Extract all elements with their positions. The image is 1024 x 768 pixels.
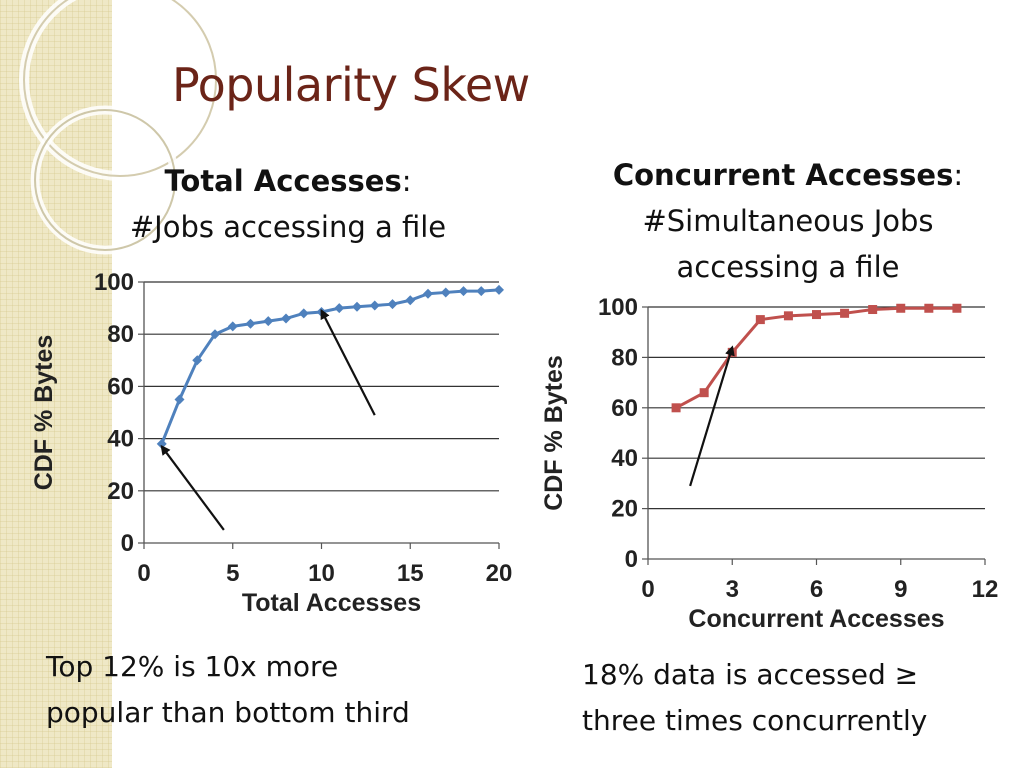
x-tick-label: 12	[972, 576, 999, 603]
y-tick-label: 100	[598, 294, 638, 321]
annotation-arrow	[160, 444, 225, 531]
y-tick-label: 0	[121, 530, 134, 557]
x-tick-label: 3	[726, 576, 739, 603]
x-tick-label: 0	[137, 560, 150, 587]
data-point	[458, 286, 469, 297]
right-heading-line2: #Simultaneous Jobs	[642, 204, 934, 238]
annotation-arrow	[689, 345, 735, 487]
data-point	[263, 316, 274, 327]
data-point	[334, 303, 345, 314]
x-tick-label: 5	[226, 560, 239, 587]
data-point	[369, 300, 380, 311]
x-tick-label: 15	[397, 560, 424, 587]
right-caption: 18% data is accessed ≥ three times concu…	[582, 652, 1012, 744]
y-tick-label: 20	[107, 478, 134, 505]
data-point	[783, 311, 793, 321]
right-heading-line3: accessing a file	[676, 250, 900, 284]
left-caption-line1: Top 12% is 10x more	[46, 650, 339, 683]
data-point	[227, 321, 238, 332]
data-point	[812, 310, 821, 320]
left-caption: Top 12% is 10x more popular than bottom …	[46, 644, 486, 736]
left-heading-line2: #Jobs accessing a file	[129, 210, 447, 244]
y-tick-label: 0	[625, 546, 638, 573]
right-caption-line1: 18% data is accessed ≥	[582, 658, 919, 691]
y-axis-title: CDF % Bytes	[30, 335, 58, 491]
y-tick-label: 20	[611, 496, 638, 523]
right-heading-bold: Concurrent Accesses	[612, 158, 954, 192]
data-point	[896, 303, 906, 313]
y-tick-label: 80	[611, 344, 638, 371]
y-tick-label: 60	[611, 395, 638, 422]
data-point	[868, 305, 878, 315]
data-point	[476, 286, 487, 297]
x-axis-title: Total Accesses	[242, 589, 421, 617]
data-point	[755, 315, 765, 325]
y-tick-label: 40	[611, 445, 638, 472]
data-point	[440, 287, 451, 298]
data-point	[210, 329, 220, 340]
x-tick-label: 10	[308, 560, 335, 587]
y-tick-label: 60	[107, 373, 134, 400]
slide-title: Popularity Skew	[172, 58, 530, 112]
data-point	[671, 403, 681, 413]
data-point	[699, 388, 709, 398]
data-point	[281, 313, 291, 324]
data-point	[174, 394, 185, 405]
data-point	[298, 308, 309, 319]
left-chart-heading: Total Accesses: #Jobs accessing a file	[108, 158, 468, 250]
data-point	[840, 308, 850, 318]
y-tick-label: 80	[107, 321, 134, 348]
right-chart-heading: Concurrent Accesses: #Simultaneous Jobs …	[578, 152, 998, 290]
x-tick-label: 6	[810, 576, 823, 603]
y-tick-label: 40	[107, 426, 134, 453]
x-tick-label: 0	[641, 576, 654, 603]
data-point	[192, 355, 203, 366]
y-axis-title: CDF % Bytes	[540, 355, 568, 511]
data-point	[924, 303, 934, 313]
left-heading-colon: :	[401, 164, 412, 198]
data-point	[405, 295, 416, 306]
data-point	[952, 303, 962, 313]
data-point	[387, 299, 398, 310]
left-caption-line2: popular than bottom third	[46, 696, 410, 729]
data-point	[352, 301, 362, 312]
x-axis-title: Concurrent Accesses	[688, 605, 944, 633]
decorative-rings	[19, 0, 221, 255]
left-heading-bold: Total Accesses	[164, 164, 402, 198]
annotation-arrow	[320, 308, 376, 416]
x-tick-label: 9	[894, 576, 907, 603]
data-point	[494, 284, 504, 295]
y-tick-label: 100	[94, 269, 134, 296]
right-caption-line2: three times concurrently	[582, 704, 928, 737]
data-point	[423, 288, 433, 299]
data-point	[245, 318, 256, 329]
x-tick-label: 20	[486, 560, 513, 587]
right-heading-colon: :	[953, 158, 964, 192]
